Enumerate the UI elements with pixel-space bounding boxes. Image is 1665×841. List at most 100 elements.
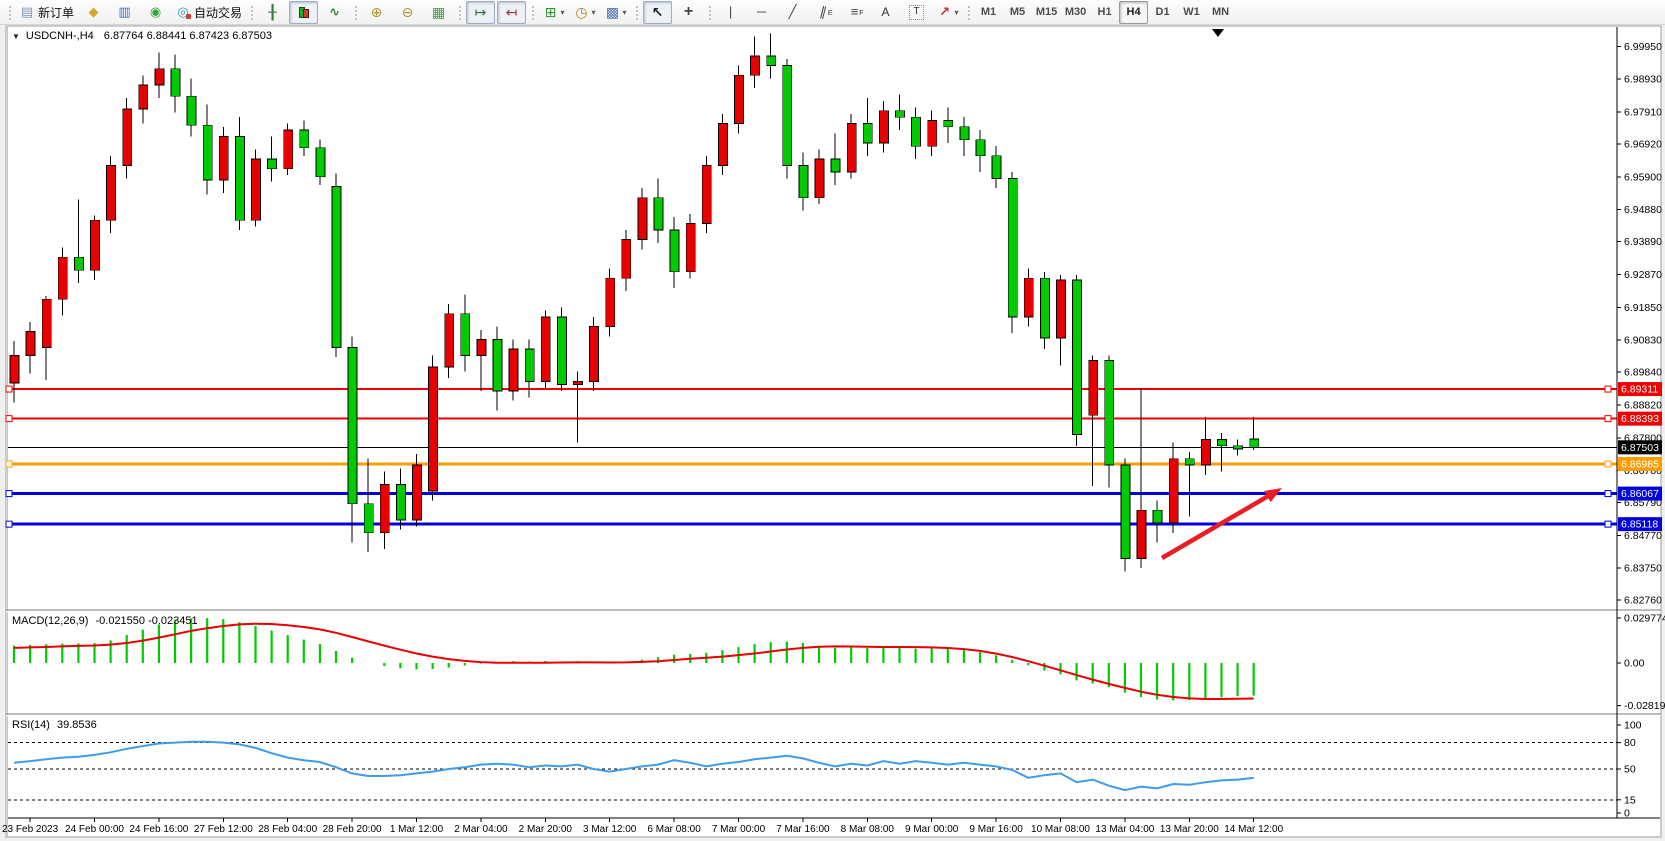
- template-grid-icon: [605, 4, 621, 20]
- line-handle[interactable]: [5, 520, 13, 528]
- timeframe-m1-button[interactable]: M1: [980, 6, 997, 18]
- candlestick: [540, 310, 551, 388]
- periods-button[interactable]: ▾: [570, 1, 599, 24]
- price-badge: [1618, 382, 1662, 397]
- v-line-icon: [723, 4, 739, 20]
- candlestick: [798, 152, 809, 211]
- line-handle[interactable]: [1604, 490, 1612, 498]
- rsi-axis-label: 100: [1624, 720, 1642, 732]
- arrow-objects-button[interactable]: ▾: [933, 1, 962, 24]
- price-axis-label: 6.98930: [1624, 74, 1662, 86]
- rsi-name: RSI(14): [12, 719, 50, 731]
- candles-icon: [297, 5, 311, 19]
- macd-signal-line: [13, 622, 1254, 700]
- new-order-button[interactable]: 新订单: [16, 1, 77, 24]
- metaeditor-button[interactable]: [79, 1, 108, 24]
- candlestick: [492, 326, 503, 411]
- dropdown-caret-icon[interactable]: ▾: [622, 7, 627, 17]
- bar-chart-button[interactable]: [258, 1, 287, 24]
- toolbar-grip: [249, 4, 255, 20]
- candlestick: [476, 329, 487, 392]
- dropdown-caret-icon[interactable]: ▾: [560, 7, 565, 17]
- line-handle[interactable]: [1604, 415, 1612, 423]
- ohlc-values: 6.87764 6.88441 6.87423 6.87503: [103, 30, 272, 42]
- timeline-label: 10 Mar 08:00: [1031, 824, 1090, 835]
- rsi-axis-label: 50: [1624, 764, 1636, 776]
- cursor-button[interactable]: [643, 0, 673, 24]
- horizontal-line-button[interactable]: [747, 1, 776, 24]
- price-axis-label: 6.99950: [1624, 41, 1662, 53]
- signals-button[interactable]: [141, 1, 170, 24]
- auto-trading-button[interactable]: 自动交易: [172, 1, 245, 24]
- trend-arrow-head[interactable]: [1264, 488, 1282, 503]
- timeframe-d1-button[interactable]: D1: [1155, 6, 1170, 18]
- timeframe-h4-button[interactable]: H4: [1119, 0, 1149, 24]
- candlestick: [170, 54, 181, 113]
- candlestick: [573, 371, 583, 443]
- equidistant-channel-button[interactable]: [809, 1, 838, 24]
- chart-shift-marker[interactable]: [1212, 29, 1224, 37]
- candlestick: [154, 52, 165, 98]
- zoom-minus-icon: [400, 4, 416, 20]
- candlestick: [41, 295, 52, 380]
- market-depth-button[interactable]: [110, 1, 139, 24]
- macd-name: MACD(12,26,9): [12, 615, 89, 627]
- trend-arrow[interactable]: [1160, 494, 1269, 560]
- clock-icon: [574, 4, 590, 20]
- chart-shift-button[interactable]: [497, 0, 527, 24]
- timeframe-w1-button[interactable]: W1: [1183, 6, 1200, 18]
- candlestick: [234, 117, 245, 230]
- vertical-line-button[interactable]: [716, 1, 745, 24]
- line-handle[interactable]: [1604, 520, 1612, 528]
- line-handle[interactable]: [1604, 460, 1612, 468]
- line-chart-button[interactable]: [320, 1, 349, 24]
- timeframe-m15-button[interactable]: M15: [1035, 6, 1058, 18]
- candlestick: [74, 199, 84, 284]
- zoom-out-button[interactable]: [393, 1, 422, 24]
- dropdown-caret-icon[interactable]: ▾: [954, 7, 959, 17]
- timeline-label: 6 Mar 08:00: [647, 824, 701, 835]
- candlestick: [524, 339, 535, 398]
- candlestick: [186, 78, 197, 137]
- trend-diagonal-icon: [785, 4, 801, 20]
- dropdown-caret-icon[interactable]: ▾: [591, 7, 596, 17]
- price-badge: [1618, 486, 1662, 501]
- candlestick: [879, 101, 889, 153]
- timeline-label: 2 Mar 20:00: [519, 824, 573, 835]
- candlestick: [975, 130, 986, 172]
- fibonacci-button[interactable]: [840, 1, 869, 24]
- zoom-in-button[interactable]: [362, 1, 391, 24]
- line-handle[interactable]: [5, 415, 13, 423]
- candlestick: [347, 336, 358, 543]
- timeframe-mn-button[interactable]: MN: [1211, 6, 1230, 18]
- timeframe-m5-button[interactable]: M5: [1009, 6, 1026, 18]
- auto-scroll-button[interactable]: [466, 0, 496, 24]
- line-handle[interactable]: [1604, 385, 1612, 393]
- timeline-label: 13 Mar 20:00: [1160, 824, 1219, 835]
- line-handle[interactable]: [5, 490, 13, 498]
- timeline-label: 2 Mar 04:00: [454, 824, 508, 835]
- new-chart-button[interactable]: ▾: [539, 1, 568, 24]
- tile-windows-button[interactable]: [424, 1, 453, 24]
- crosshair-button[interactable]: [674, 1, 703, 24]
- candlestick: [911, 107, 921, 160]
- timeframe-h1-button[interactable]: H1: [1097, 6, 1112, 18]
- toolbar-grip: [966, 4, 972, 20]
- templates-button[interactable]: ▾: [601, 1, 630, 24]
- line-handle[interactable]: [5, 460, 13, 468]
- line-handle[interactable]: [5, 385, 13, 393]
- candlestick-chart-button[interactable]: [289, 0, 319, 24]
- text-button[interactable]: [871, 1, 900, 24]
- zoom-plus-icon: [369, 4, 385, 20]
- collapse-triangle-icon[interactable]: ▼: [12, 31, 20, 41]
- timeline-label: 23 Feb 2023: [2, 824, 59, 835]
- timeframe-m30-button[interactable]: M30: [1064, 6, 1087, 18]
- text-label-button[interactable]: [902, 1, 931, 24]
- trendline-button[interactable]: [778, 1, 807, 24]
- candlestick: [331, 173, 342, 358]
- macd-axis-label: 0.00: [1624, 658, 1645, 670]
- candlestick: [25, 321, 36, 374]
- price-badge-label: 6.85118: [1621, 519, 1658, 531]
